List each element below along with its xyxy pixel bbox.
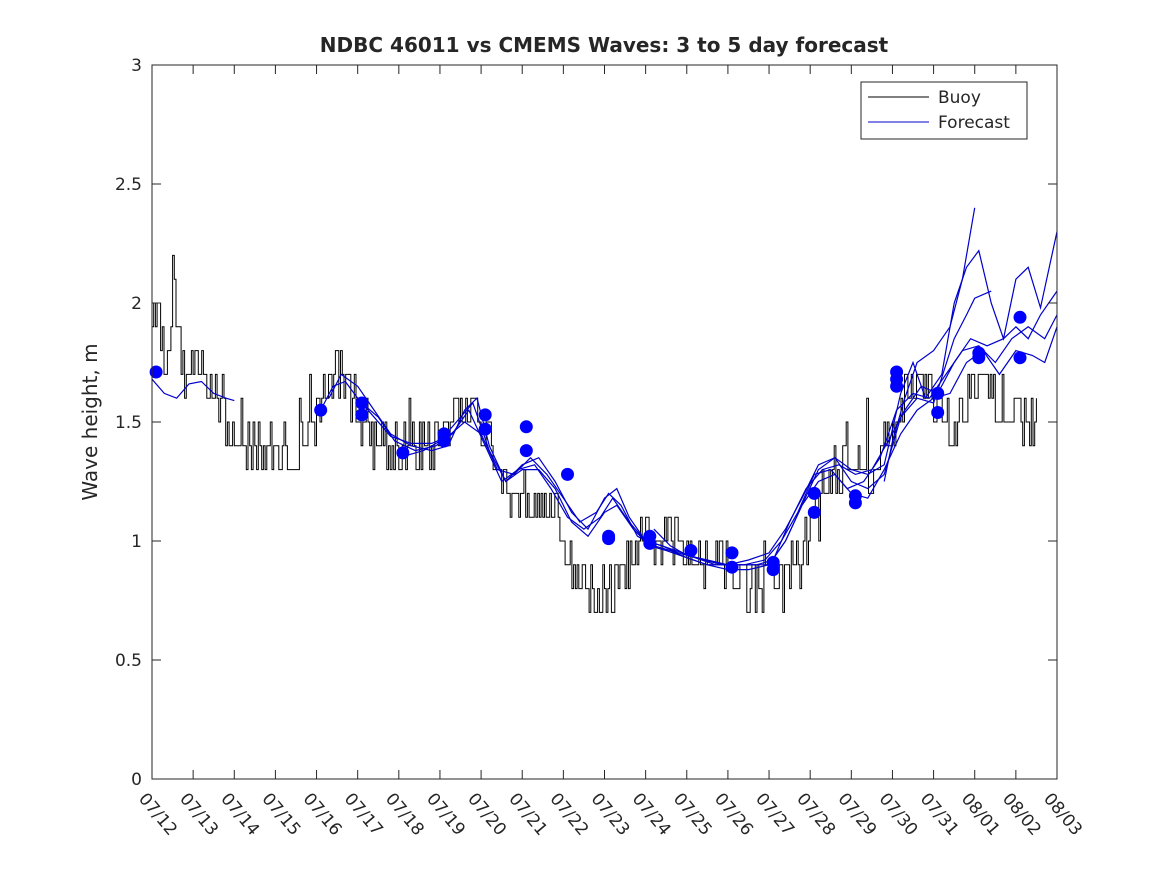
forecast-line — [883, 207, 976, 482]
forecast-marker — [931, 406, 945, 419]
forecast-line — [151, 378, 235, 402]
y-tick-label: 2 — [131, 294, 142, 314]
x-tick-label: 07/25 — [669, 789, 716, 839]
chart-title: NDBC 46011 vs CMEMS Waves: 3 to 5 day fo… — [320, 33, 889, 57]
x-tick-label: 07/29 — [833, 789, 880, 839]
forecast-line — [406, 326, 1058, 571]
forecast-marker — [355, 408, 369, 422]
x-tick-label: 08/03 — [1039, 789, 1086, 839]
x-tick-label: 07/18 — [381, 789, 428, 839]
forecast-marker — [807, 486, 821, 500]
forecast-marker — [972, 351, 986, 365]
forecast-marker — [478, 408, 492, 422]
legend-label-forecast: Forecast — [938, 113, 1010, 133]
forecast-marker — [931, 386, 945, 400]
x-tick-label: 07/20 — [463, 789, 510, 839]
forecast-marker — [561, 467, 574, 481]
forecast-marker — [396, 446, 410, 460]
forecast-marker — [519, 420, 533, 434]
forecast-marker — [643, 536, 657, 550]
buoy-line-group — [152, 254, 1037, 613]
forecast-marker — [314, 403, 328, 417]
x-tick-label: 08/01 — [957, 789, 1004, 839]
y-tick-label: 0.5 — [115, 651, 142, 671]
x-tick-label: 07/23 — [587, 789, 634, 839]
forecast-markers-group — [149, 310, 1027, 577]
forecast-marker — [602, 532, 616, 546]
forecast-line — [361, 314, 1058, 566]
x-tick-label: 07/19 — [422, 789, 469, 839]
y-tick-label: 0 — [131, 770, 142, 790]
x-tick-label: 07/14 — [216, 789, 263, 839]
x-tick-label: 07/17 — [340, 789, 387, 839]
forecast-lines-group — [151, 207, 1058, 571]
legend: Buoy Forecast — [860, 81, 1028, 140]
forecast-line — [653, 231, 1058, 566]
x-tick-label: 07/12 — [134, 789, 181, 839]
legend-box — [860, 81, 1028, 140]
x-tick-label: 07/22 — [546, 789, 593, 839]
x-tick-label: 07/21 — [504, 789, 551, 839]
forecast-marker — [355, 396, 369, 410]
forecast-marker — [437, 434, 451, 448]
x-axis-ticks: 07/1207/1307/1407/1507/1607/1707/1807/19… — [134, 65, 1086, 840]
y-tick-label: 1.5 — [115, 413, 142, 433]
forecast-marker — [890, 379, 904, 393]
x-tick-label: 07/13 — [175, 789, 222, 839]
forecast-marker — [684, 544, 698, 557]
forecast-marker — [1013, 351, 1027, 365]
forecast-marker — [478, 422, 492, 436]
forecast-marker — [807, 505, 821, 519]
forecast-marker — [149, 365, 163, 379]
x-tick-label: 07/26 — [710, 789, 757, 839]
x-tick-label: 07/30 — [875, 789, 922, 839]
y-axis-ticks: 0 0.5 1 1.5 2 2.5 3 — [115, 56, 1057, 790]
x-tick-label: 07/28 — [792, 789, 839, 839]
plot-frame — [151, 64, 1058, 780]
forecast-marker — [848, 496, 862, 510]
legend-label-buoy: Buoy — [938, 88, 981, 108]
x-tick-label: 07/15 — [258, 789, 305, 839]
y-tick-label: 2.5 — [115, 175, 142, 195]
forecast-marker — [519, 444, 533, 458]
forecast-marker — [725, 560, 739, 574]
x-tick-label: 08/02 — [998, 789, 1045, 839]
x-tick-label: 07/27 — [751, 789, 798, 839]
forecast-marker — [1013, 310, 1027, 324]
y-axis-label: Wave height, m — [78, 343, 102, 500]
buoy-line — [152, 254, 1037, 613]
x-tick-label: 07/16 — [299, 789, 346, 839]
x-tick-label: 07/31 — [916, 789, 963, 839]
y-tick-label: 1 — [131, 532, 142, 552]
forecast-marker — [766, 563, 780, 577]
forecast-marker — [725, 546, 739, 560]
x-tick-label: 07/24 — [628, 789, 675, 839]
y-tick-label: 3 — [131, 56, 142, 76]
